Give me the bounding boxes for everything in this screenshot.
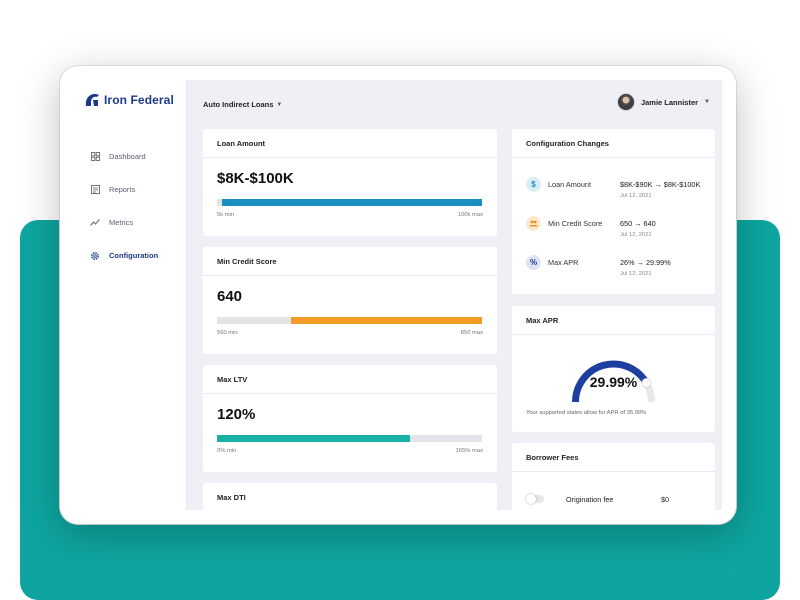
gauge-knob bbox=[641, 378, 652, 388]
max-ltv-value: 120% bbox=[217, 406, 256, 423]
range-max-label: 850 max bbox=[460, 330, 483, 336]
apr-value: 29.99% bbox=[589, 374, 638, 390]
card-title: Min Credit Score bbox=[203, 247, 497, 276]
app-screen: Iron Federal Dashboard Reports Metrics bbox=[74, 80, 722, 510]
people-icon bbox=[526, 216, 541, 231]
change-date: Jul 12, 2021 bbox=[620, 232, 652, 238]
max-dti-card[interactable]: Max DTI bbox=[203, 483, 497, 510]
apr-gauge bbox=[572, 360, 655, 403]
range-bar-fill bbox=[217, 435, 411, 442]
change-label: Loan Amount bbox=[548, 180, 592, 189]
user-name: Jamie Lannister bbox=[640, 97, 699, 107]
range-bar-fill bbox=[222, 199, 482, 206]
max-ltv-card[interactable]: Max LTV 120% 0% min 165% max bbox=[203, 365, 497, 472]
sidebar-item-reports[interactable]: Reports bbox=[74, 173, 187, 206]
change-value: 650 → 640 bbox=[620, 219, 656, 228]
user-menu[interactable]: Jamie Lannister ▼ bbox=[616, 93, 710, 111]
gauge-fill bbox=[572, 360, 650, 403]
range-max-label: 100k max bbox=[457, 212, 483, 218]
dollar-icon: $ bbox=[526, 177, 541, 192]
brand-name: Iron Federal bbox=[104, 93, 174, 107]
loan-amount-value: $8K-$100K bbox=[217, 170, 294, 187]
sidebar-item-label: Reports bbox=[109, 185, 136, 194]
metrics-icon bbox=[90, 218, 100, 228]
range-bar-fill bbox=[291, 317, 482, 324]
card-title: Max APR bbox=[512, 306, 715, 335]
fee-amount: $0 bbox=[661, 495, 670, 504]
range-min-label: 0% min bbox=[217, 448, 237, 454]
apr-note: Your supported states allow for APR of 3… bbox=[526, 410, 647, 416]
change-item: $ Loan Amount $8K-$90K → $8K-$100K Jul 1… bbox=[526, 175, 716, 205]
change-item: % Max APR 26% → 29.99% Jul 12, 2021 bbox=[526, 253, 716, 283]
sidebar-item-metrics[interactable]: Metrics bbox=[74, 206, 187, 239]
configuration-changes-card: Configuration Changes $ Loan Amount $8K-… bbox=[512, 129, 715, 294]
brand[interactable]: Iron Federal bbox=[84, 92, 174, 108]
range-max-label: 165% max bbox=[455, 448, 483, 454]
ltv-range-bar[interactable] bbox=[217, 435, 482, 442]
card-title: Loan Amount bbox=[203, 129, 497, 158]
change-item: Min Credit Score 650 → 640 Jul 12, 2021 bbox=[526, 214, 716, 244]
loan-amount-card[interactable]: Loan Amount $8K-$100K 5k min 100k max bbox=[203, 129, 497, 236]
sidebar-item-label: Configuration bbox=[109, 251, 159, 260]
fee-name: Origination fee bbox=[566, 495, 614, 504]
origination-fee-toggle[interactable] bbox=[526, 494, 544, 504]
dashboard-icon bbox=[90, 152, 100, 162]
top-bar: Auto Indirect Loans ▼ Jamie Lannister ▼ bbox=[187, 80, 722, 128]
sidebar-item-label: Metrics bbox=[109, 218, 134, 227]
loan-amount-range-bar[interactable] bbox=[217, 199, 482, 206]
chevron-down-icon: ▼ bbox=[704, 99, 710, 105]
max-apr-card[interactable]: Max APR 29.99% Your supported states all… bbox=[512, 306, 715, 432]
card-title: Max LTV bbox=[203, 365, 497, 394]
change-value: $8K-$90K → $8K-$100K bbox=[620, 180, 701, 189]
range-min-label: 5k min bbox=[217, 212, 235, 218]
borrower-fees-card: Borrower Fees Origination fee $0 bbox=[512, 443, 715, 510]
change-value: 26% → 29.99% bbox=[620, 258, 671, 267]
card-title: Borrower Fees bbox=[512, 443, 715, 472]
change-date: Jul 12, 2021 bbox=[620, 193, 652, 199]
sidebar-nav: Dashboard Reports Metrics Configuration bbox=[74, 140, 187, 272]
change-label: Min Credit Score bbox=[548, 219, 603, 228]
product-select-value: Auto Indirect Loans bbox=[203, 100, 274, 109]
sidebar-item-label: Dashboard bbox=[109, 152, 146, 161]
card-title: Configuration Changes bbox=[512, 129, 715, 158]
spartan-helmet-icon bbox=[85, 94, 99, 106]
avatar bbox=[616, 93, 635, 111]
chevron-down-icon: ▼ bbox=[276, 101, 283, 108]
credit-score-range-bar[interactable] bbox=[217, 317, 482, 324]
change-label: Max APR bbox=[548, 258, 579, 267]
percent-icon: % bbox=[526, 255, 541, 270]
min-credit-score-card[interactable]: Min Credit Score 640 560 min 850 max bbox=[203, 247, 497, 354]
reports-icon bbox=[90, 185, 100, 195]
card-title: Max DTI bbox=[203, 483, 497, 510]
toggle-knob bbox=[526, 494, 536, 504]
change-date: Jul 12, 2021 bbox=[620, 271, 652, 277]
product-select[interactable]: Auto Indirect Loans ▼ bbox=[203, 100, 282, 109]
gear-icon bbox=[90, 251, 100, 261]
range-min-label: 560 min bbox=[217, 330, 238, 336]
sidebar: Iron Federal Dashboard Reports Metrics bbox=[74, 80, 187, 510]
sidebar-item-dashboard[interactable]: Dashboard bbox=[74, 140, 187, 173]
sidebar-item-configuration[interactable]: Configuration bbox=[74, 239, 187, 272]
min-credit-score-value: 640 bbox=[217, 288, 243, 305]
